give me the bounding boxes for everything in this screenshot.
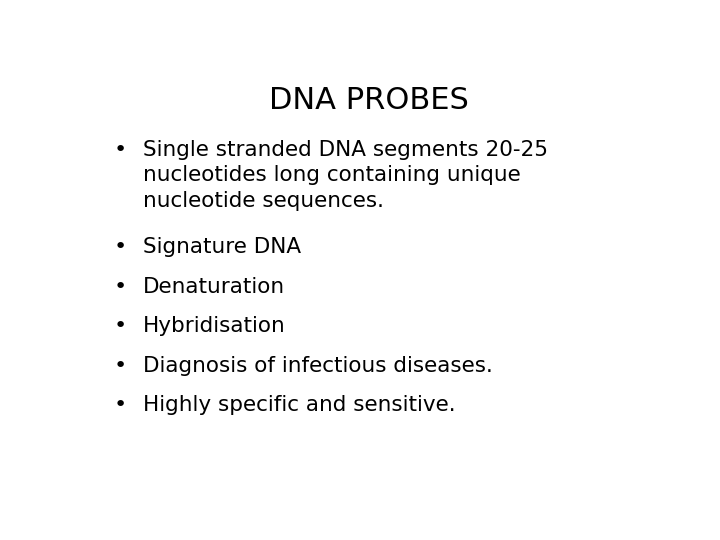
Text: •: • (114, 140, 127, 160)
Text: Hybridisation: Hybridisation (143, 316, 286, 336)
Text: •: • (114, 316, 127, 336)
Text: •: • (114, 238, 127, 258)
Text: Highly specific and sensitive.: Highly specific and sensitive. (143, 395, 456, 415)
Text: •: • (114, 356, 127, 376)
Text: Signature DNA: Signature DNA (143, 238, 301, 258)
Text: Single stranded DNA segments 20-25
nucleotides long containing unique
nucleotide: Single stranded DNA segments 20-25 nucle… (143, 140, 548, 211)
Text: •: • (114, 277, 127, 297)
Text: Denaturation: Denaturation (143, 277, 285, 297)
Text: •: • (114, 395, 127, 415)
Text: Diagnosis of infectious diseases.: Diagnosis of infectious diseases. (143, 356, 493, 376)
Text: DNA PROBES: DNA PROBES (269, 85, 469, 114)
